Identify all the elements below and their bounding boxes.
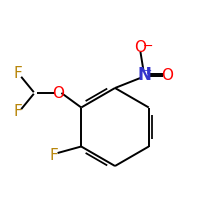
Text: −: −	[142, 40, 153, 53]
Text: N: N	[137, 66, 151, 84]
Text: F: F	[50, 148, 58, 162]
Text: F: F	[14, 66, 22, 82]
Text: O: O	[52, 86, 64, 100]
Text: O: O	[161, 68, 173, 82]
Text: O: O	[134, 40, 146, 55]
Text: +: +	[143, 66, 152, 76]
Text: F: F	[14, 104, 22, 119]
